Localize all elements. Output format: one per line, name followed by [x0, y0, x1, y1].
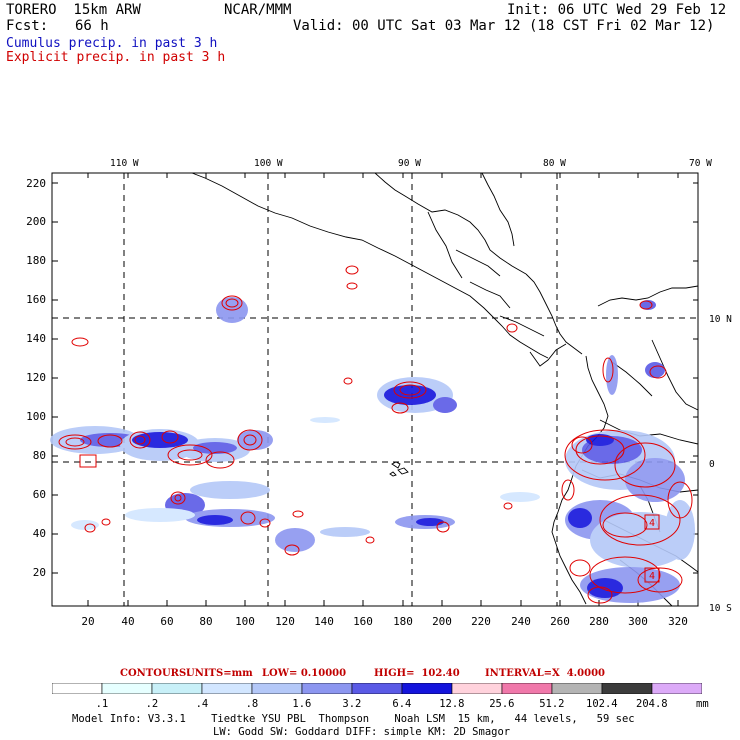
- colorbar-label: 204.8: [636, 698, 668, 710]
- x-tick: 300: [628, 615, 648, 628]
- forecast-hour: 66 h: [75, 18, 109, 34]
- colorbar-swatch: [301, 683, 353, 694]
- lat-label-10s: 10 S: [709, 603, 732, 614]
- lon-label-70w: 70 W: [689, 158, 712, 169]
- colorbar-swatch: [401, 683, 453, 694]
- x-tick: 160: [353, 615, 373, 628]
- explicit-precip-contours: [58, 265, 693, 604]
- forecast-label: Fcst:: [6, 18, 49, 34]
- y-tick: 20: [33, 566, 46, 579]
- colorbar: [52, 683, 702, 694]
- contours-high: HIGH= 102.40: [374, 668, 460, 679]
- colorbar-swatch: [351, 683, 403, 694]
- contour-label: 4: [649, 518, 655, 529]
- colorbar-swatch: [251, 683, 303, 694]
- contours-low: LOW= 0.10000: [262, 668, 347, 679]
- colorbar-label: .4: [195, 698, 209, 710]
- colorbar-label: 1.6: [292, 698, 312, 710]
- explicit-legend: Explicit precip. in past 3 h: [6, 50, 226, 65]
- colorbar-swatch: [52, 683, 103, 694]
- x-tick: 120: [275, 615, 295, 628]
- y-tick: 200: [26, 215, 46, 228]
- y-tick: 160: [26, 293, 46, 306]
- colorbar-swatch: [201, 683, 253, 694]
- x-tick: 40: [121, 615, 134, 628]
- colorbar-swatch: [151, 683, 203, 694]
- y-tick: 180: [26, 254, 46, 267]
- colorbar-label: 6.4: [392, 698, 412, 710]
- colorbar-swatch: [601, 683, 653, 694]
- y-tick: 80: [33, 449, 46, 462]
- frame-ticks: [52, 173, 698, 606]
- colorbar-label: 25.6: [489, 698, 515, 710]
- x-tick: 240: [511, 615, 531, 628]
- colorbar-swatch: [451, 683, 503, 694]
- x-tick: 140: [314, 615, 334, 628]
- colorbar-label: 12.8: [439, 698, 465, 710]
- colorbar-swatch: [551, 683, 603, 694]
- contours-interval: INTERVAL=X 4.0000: [485, 668, 605, 679]
- colorbar-swatch: [101, 683, 153, 694]
- x-tick: 60: [160, 615, 173, 628]
- physics-info: LW: Godd SW: Goddard DIFF: simple KM: 2D…: [213, 726, 511, 738]
- contours-units: UNITS=mm: [186, 668, 253, 679]
- lat-lon-grid: [52, 173, 698, 606]
- colorbar-labels: .1 .2 .4 .8 1.6 3.2 6.4 12.8 25.6 51.2 102.4 204.8: [0, 697, 740, 710]
- colorbar-swatch: [501, 683, 553, 694]
- x-tick: 260: [550, 615, 570, 628]
- model-info: Model Info: V3.3.1 Tiedtke YSU PBL Thomp…: [72, 713, 635, 725]
- lat-label-0: 0: [709, 459, 715, 470]
- x-tick: 200: [432, 615, 452, 628]
- valid-time: Valid: 00 UTC Sat 03 Mar 12 (18 CST Fri …: [293, 18, 715, 34]
- y-tick: 220: [26, 177, 46, 190]
- colorbar-label: .2: [145, 698, 159, 710]
- x-tick: 280: [589, 615, 609, 628]
- lon-label-100w: 100 W: [254, 158, 283, 169]
- lat-label-10n: 10 N: [709, 314, 732, 325]
- colorbar-label: 102.4: [586, 698, 618, 710]
- model-title: TORERO 15km ARW: [6, 2, 141, 18]
- init-time: Init: 06 UTC Wed 29 Feb 12: [507, 2, 727, 18]
- lon-label-80w: 80 W: [543, 158, 566, 169]
- x-tick: 220: [471, 615, 491, 628]
- x-tick: 320: [668, 615, 688, 628]
- x-tick: 80: [199, 615, 212, 628]
- x-tick: 20: [81, 615, 94, 628]
- y-tick: 100: [26, 410, 46, 423]
- lon-label-110w: 110 W: [110, 158, 139, 169]
- x-tick: 100: [235, 615, 255, 628]
- colorbar-label: 51.2: [539, 698, 565, 710]
- colorbar-swatch: [651, 683, 702, 694]
- colorbar-label: .1: [95, 698, 109, 710]
- y-tick: 60: [33, 488, 46, 501]
- contours-label: CONTOURS:: [120, 668, 190, 679]
- cumulus-legend: Cumulus precip. in past 3 h: [6, 36, 218, 51]
- colorbar-label: .8: [245, 698, 259, 710]
- y-tick: 140: [26, 332, 46, 345]
- colorbar-unit: mm: [696, 698, 709, 710]
- org-label: NCAR/MMM: [224, 2, 292, 18]
- colorbar-label: 3.2: [342, 698, 362, 710]
- y-tick: 40: [33, 527, 46, 540]
- contour-label: 4: [649, 571, 655, 582]
- lon-label-90w: 90 W: [398, 158, 421, 169]
- y-tick: 120: [26, 371, 46, 384]
- x-tick: 180: [393, 615, 413, 628]
